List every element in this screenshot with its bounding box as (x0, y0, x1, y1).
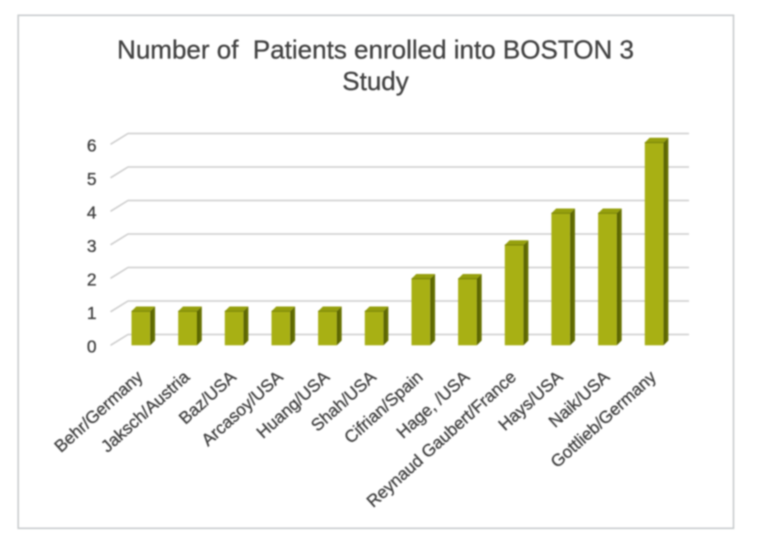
svg-text:Study: Study (342, 66, 409, 96)
svg-text:Number of Patients enrolled i: Number of Patients enrolled into BOSTON … (117, 35, 634, 65)
svg-text:2: 2 (87, 269, 97, 289)
svg-text:5: 5 (87, 169, 97, 189)
svg-text:1: 1 (87, 303, 97, 323)
svg-text:3: 3 (87, 236, 97, 256)
svg-text:4: 4 (87, 202, 97, 222)
svg-text:6: 6 (87, 135, 97, 155)
svg-text:0: 0 (87, 336, 97, 356)
